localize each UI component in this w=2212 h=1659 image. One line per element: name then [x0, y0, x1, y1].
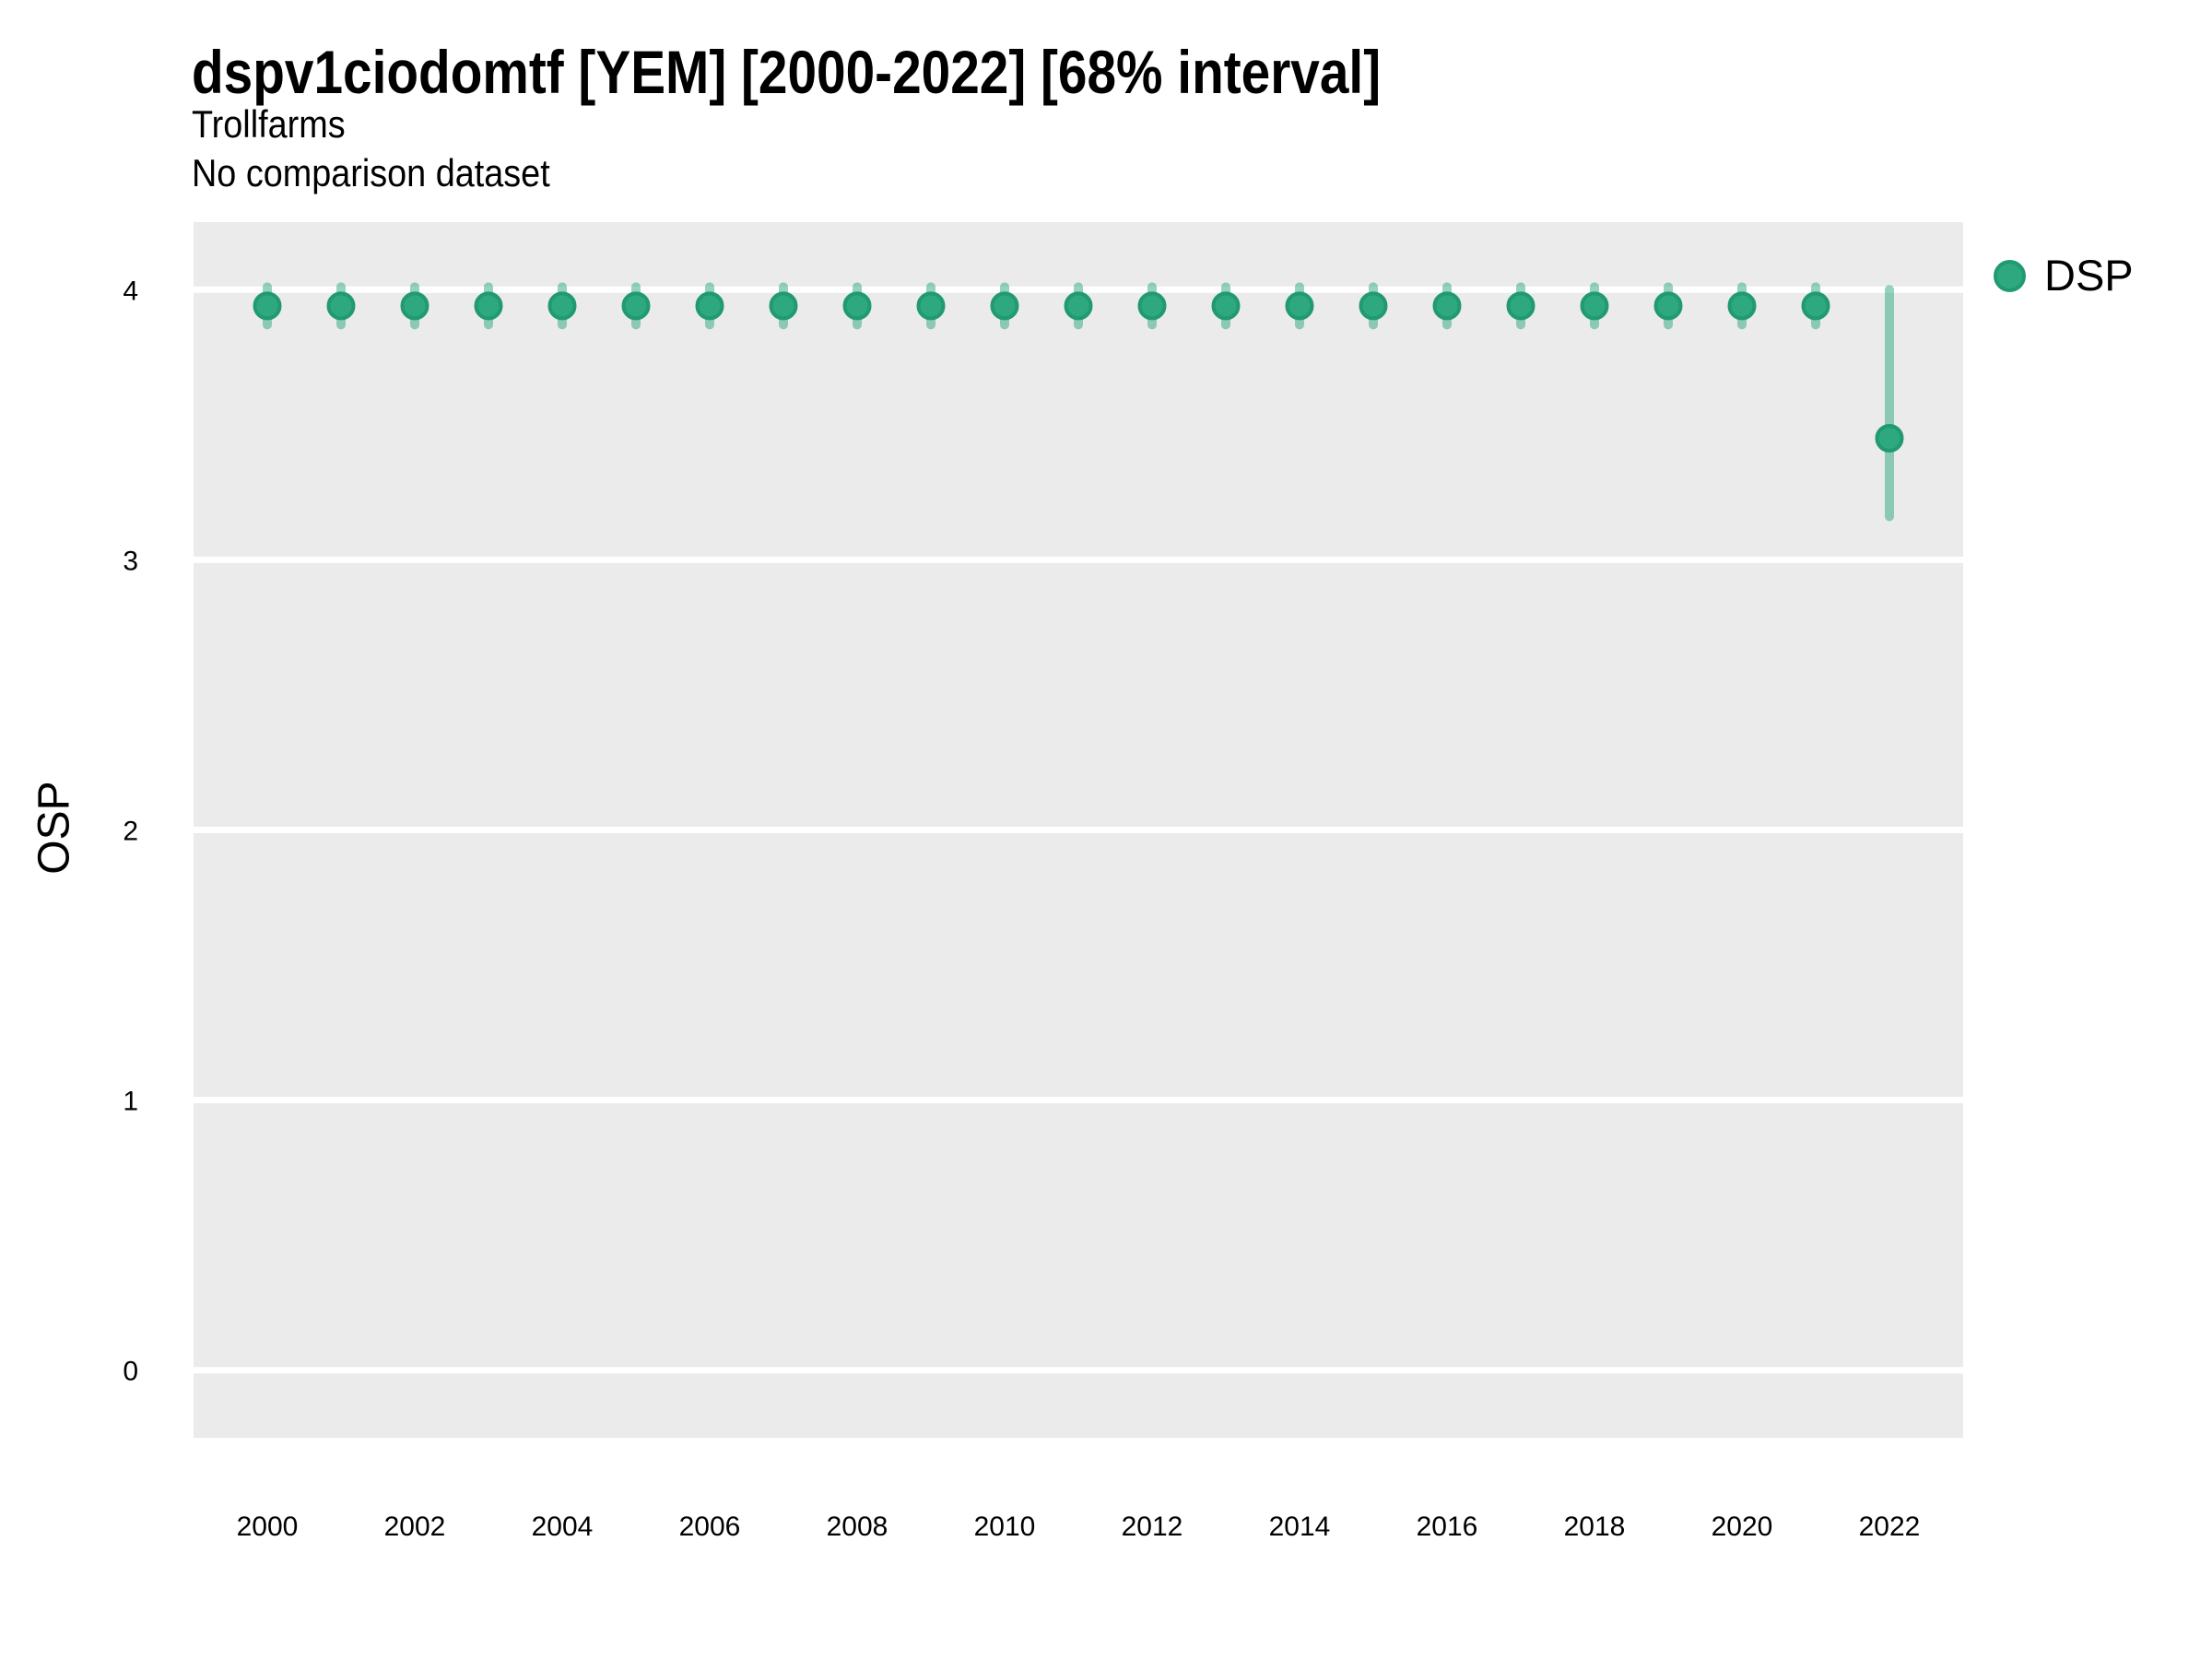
gridline	[194, 827, 1963, 833]
data-point	[1432, 291, 1462, 321]
legend-dot-icon	[1994, 259, 2026, 292]
data-point	[1506, 291, 1535, 321]
data-point	[1727, 291, 1757, 321]
data-point	[916, 291, 946, 321]
chart-subtitle-line2: No comparison dataset	[192, 151, 550, 194]
y-tick-label: 1	[123, 1087, 138, 1117]
data-point	[1137, 291, 1167, 321]
x-tick-label: 2014	[1269, 1512, 1331, 1542]
data-point	[326, 291, 356, 321]
data-point	[1580, 291, 1609, 321]
gridline	[194, 1097, 1963, 1104]
data-point	[1211, 291, 1241, 321]
data-point	[547, 291, 577, 321]
chart-title: dspv1ciodomtf [YEM] [2000-2022] [68% int…	[192, 38, 1382, 106]
data-point	[769, 291, 798, 321]
y-axis-title: OSP	[29, 781, 79, 875]
data-point	[1653, 291, 1683, 321]
x-tick-label: 2022	[1859, 1512, 1921, 1542]
x-tick-label: 2020	[1712, 1512, 1773, 1542]
chart-subtitle: Trollfarms No comparison dataset	[192, 100, 550, 197]
data-point	[474, 291, 503, 321]
y-tick-label: 2	[123, 817, 138, 847]
y-tick-label: 4	[123, 276, 138, 306]
x-tick-label: 2004	[532, 1512, 594, 1542]
data-point	[1285, 291, 1314, 321]
x-tick-label: 2000	[237, 1512, 299, 1542]
data-point	[990, 291, 1019, 321]
x-tick-label: 2018	[1564, 1512, 1626, 1542]
legend-label: DSP	[2044, 251, 2134, 300]
data-point	[1064, 291, 1093, 321]
x-tick-label: 2012	[1122, 1512, 1183, 1542]
x-tick-label: 2008	[827, 1512, 888, 1542]
gridline	[194, 1367, 1963, 1374]
y-tick-label: 0	[123, 1357, 138, 1387]
x-tick-label: 2002	[384, 1512, 446, 1542]
chart-subtitle-line1: Trollfarms	[192, 102, 346, 146]
gridline	[194, 556, 1963, 563]
x-tick-label: 2010	[974, 1512, 1036, 1542]
data-point	[1875, 423, 1904, 453]
data-point	[695, 291, 724, 321]
legend: DSP	[1994, 252, 2134, 300]
data-point	[842, 291, 872, 321]
x-tick-label: 2016	[1417, 1512, 1478, 1542]
data-point	[1801, 291, 1830, 321]
data-point	[1359, 291, 1388, 321]
data-point	[621, 291, 651, 321]
y-tick-label: 3	[123, 546, 138, 576]
data-point	[253, 291, 282, 321]
x-tick-label: 2006	[679, 1512, 741, 1542]
data-point	[400, 291, 429, 321]
